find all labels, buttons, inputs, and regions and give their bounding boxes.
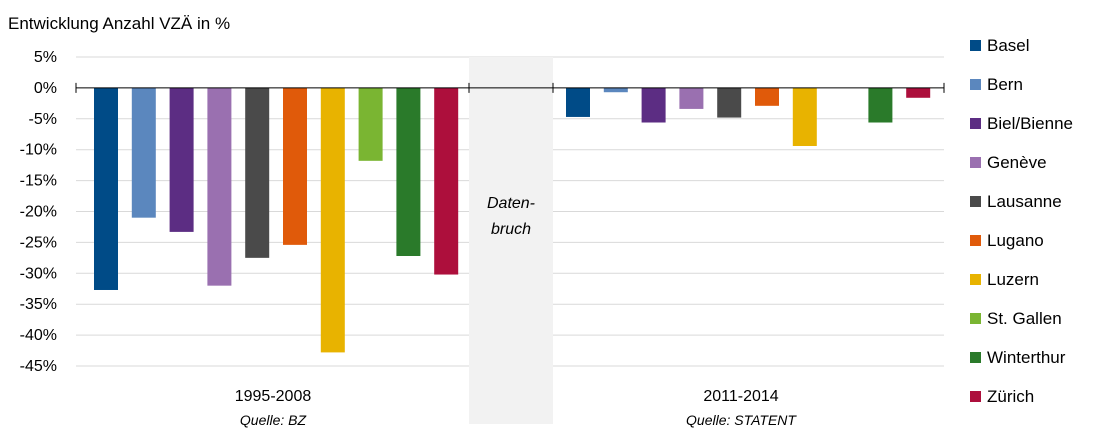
y-tick-label: 0%	[34, 80, 57, 97]
group-label-1995-2008: 1995-2008	[235, 388, 312, 405]
legend-swatch	[970, 79, 981, 90]
y-axis-tick-labels: 5% 0% -5% -10% -15% -20% -25% -30% -35% -40% -45%	[20, 49, 57, 375]
y-tick-label: -15%	[20, 173, 57, 190]
group-source-2011-2014: Quelle: STATENT	[686, 412, 797, 428]
bar-lugano	[283, 87, 307, 245]
data-break-band	[469, 57, 553, 424]
y-tick-label: -30%	[20, 265, 57, 282]
bars	[94, 87, 931, 353]
bar-st-gallen	[358, 87, 383, 161]
bar-lugano	[755, 87, 779, 106]
legend-label: Zürich	[987, 387, 1034, 406]
bar-biel-bienne	[169, 87, 194, 232]
bar-winterthur	[396, 87, 421, 256]
legend-swatch	[970, 235, 981, 246]
data-break-label-line1: Daten-	[487, 195, 535, 212]
legend-label: Luzern	[987, 270, 1039, 289]
bar-biel-bienne	[641, 87, 666, 123]
legend-label: Bern	[987, 75, 1023, 94]
bar-lausanne	[717, 87, 742, 118]
legend-label: Lugano	[987, 231, 1044, 250]
bar-z-rich	[906, 87, 931, 98]
legend-swatch	[970, 352, 981, 363]
legend-swatch	[970, 313, 981, 324]
y-tick-label: -35%	[20, 296, 57, 313]
bar-gen-ve	[679, 87, 704, 109]
legend-swatch	[970, 118, 981, 129]
y-tick-label: -5%	[29, 111, 57, 128]
bar-gen-ve	[207, 87, 232, 286]
y-tick-label: -10%	[20, 142, 57, 159]
bar-lausanne	[245, 87, 270, 258]
legend-swatch	[970, 40, 981, 51]
y-tick-label: -45%	[20, 358, 57, 375]
legend-label: Genève	[987, 153, 1047, 172]
bar-luzern	[320, 87, 345, 353]
legend-swatch	[970, 157, 981, 168]
legend-swatch	[970, 196, 981, 207]
group-source-1995-2008: Quelle: BZ	[240, 412, 307, 428]
legend-label: Biel/Bienne	[987, 114, 1073, 133]
bar-winterthur	[868, 87, 893, 123]
y-tick-label: -20%	[20, 204, 57, 221]
data-break-label-line2: bruch	[491, 221, 531, 238]
bar-z-rich	[434, 87, 459, 275]
y-tick-label: -25%	[20, 234, 57, 251]
legend-swatch	[970, 391, 981, 402]
legend-label: Winterthur	[987, 348, 1066, 367]
legend-label: Lausanne	[987, 192, 1062, 211]
legend-label: St. Gallen	[987, 309, 1062, 328]
bar-bern	[131, 87, 156, 218]
group-label-2011-2014: 2011-2014	[703, 388, 778, 405]
chart-title: Entwicklung Anzahl VZÄ in %	[8, 14, 230, 33]
y-tick-label: -40%	[20, 327, 57, 344]
bar-bern	[603, 87, 628, 93]
legend: Basel Bern Biel/Bienne Genève Lausanne Lugano…	[970, 36, 1073, 406]
legend-label: Basel	[987, 36, 1030, 55]
bar-basel	[566, 87, 590, 117]
zero-axis	[75, 82, 945, 93]
bar-basel	[94, 87, 118, 290]
y-tick-label: 5%	[34, 49, 57, 66]
legend-swatch	[970, 274, 981, 285]
bar-luzern	[792, 87, 817, 146]
